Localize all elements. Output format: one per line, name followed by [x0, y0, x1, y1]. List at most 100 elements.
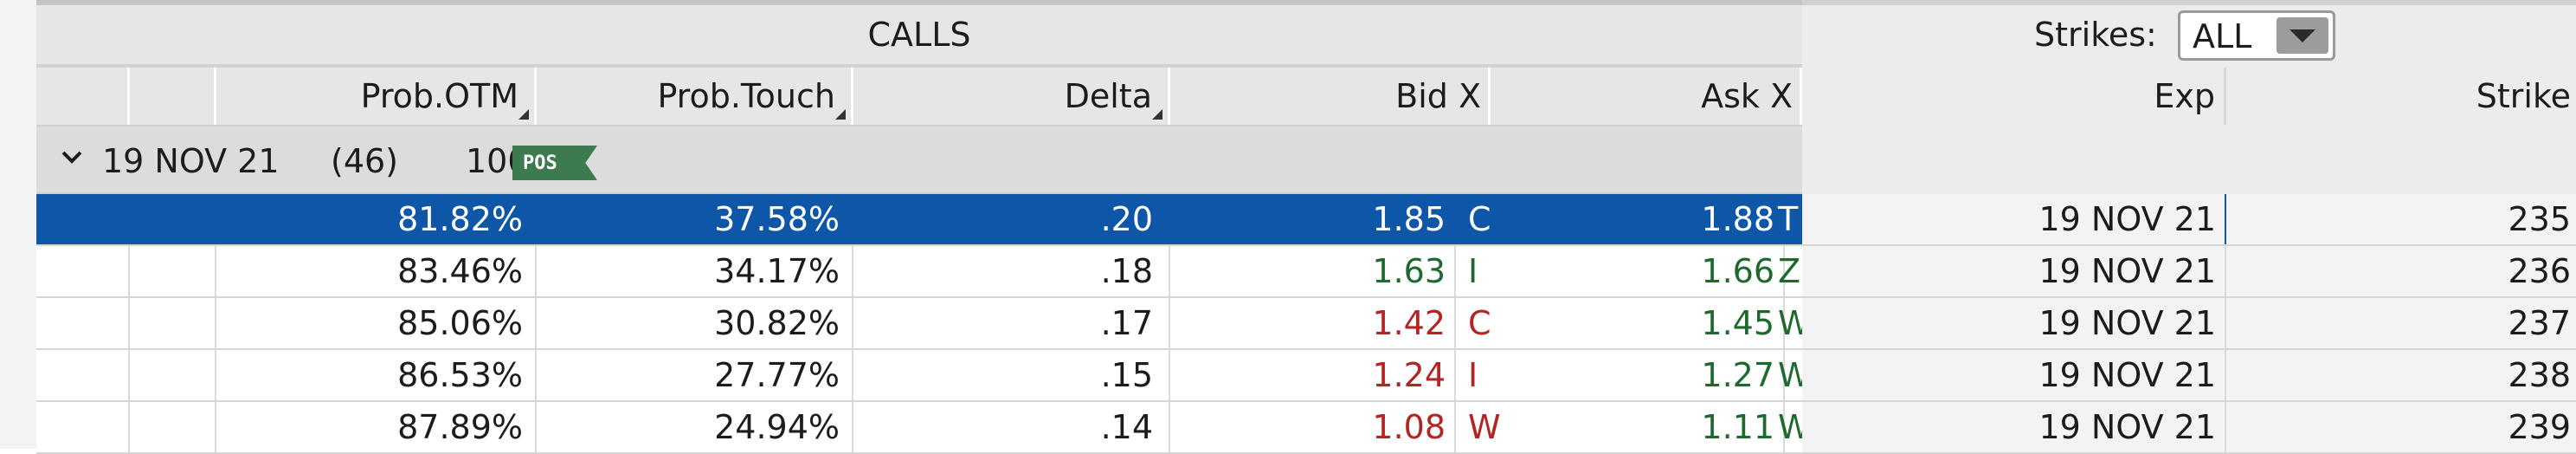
cell-bid-exchange: I — [1468, 356, 1478, 394]
cell-bid[interactable]: 1.85 — [1170, 194, 1456, 244]
column-header-exp[interactable]: Exp — [1802, 68, 2226, 125]
cell-blank — [36, 350, 130, 400]
strike-cells: 19 NOV 21 236 — [1802, 246, 2576, 296]
column-header-prob-otm[interactable]: Prob.OTM — [216, 68, 537, 125]
cell-bid-exchange: C — [1468, 200, 1491, 238]
cell-strike: 239 — [2508, 408, 2571, 446]
strikes-dropdown[interactable]: ALL — [2178, 10, 2335, 61]
cell-bid-exchange: I — [1468, 252, 1478, 290]
column-header-blank-1 — [36, 68, 130, 125]
table-row[interactable]: 85.06% 30.82% .17 1.42 C 1.45 W 19 NOV 2… — [36, 298, 2576, 350]
cell-exp: 19 NOV 21 — [1802, 246, 2226, 296]
top-rule — [36, 0, 1802, 5]
cell-ask[interactable]: 1.66 — [1491, 246, 1785, 296]
prob-otm-label: Prob.OTM — [360, 77, 518, 115]
column-header-bid[interactable]: Bid X — [1170, 68, 1491, 125]
cell-blank — [130, 194, 216, 244]
cell-prob-otm: 83.46% — [216, 246, 537, 296]
cell-exp: 19 NOV 21 — [1802, 350, 2226, 400]
strike-label: Strike — [2476, 77, 2571, 115]
strike-cells: 19 NOV 21 235 — [1802, 194, 2576, 244]
expiration-group-row[interactable]: 19 NOV 21 (46) 100 POS — [36, 125, 1802, 194]
cell-prob-otm: 87.89% — [216, 402, 537, 452]
sort-indicator-icon — [518, 109, 529, 120]
cell-delta: .20 — [853, 194, 1170, 244]
delta-label: Delta — [1064, 77, 1152, 115]
strike-cells: 19 NOV 21 239 — [1802, 402, 2576, 452]
cell-prob-touch: 34.17% — [537, 246, 853, 296]
column-header-ask[interactable]: Ask X — [1491, 68, 1802, 125]
calls-cells: 83.46% 34.17% .18 1.63 I 1.66 Z — [36, 246, 1802, 296]
cell-bid[interactable]: 1.42 — [1170, 298, 1456, 348]
cell-strike: 236 — [2508, 252, 2571, 290]
position-badge: POS — [512, 146, 597, 180]
cell-ask[interactable]: 1.45 — [1491, 298, 1785, 348]
cell-blank — [130, 298, 216, 348]
cell-prob-touch: 30.82% — [537, 298, 853, 348]
column-header-prob-touch[interactable]: Prob.Touch — [537, 68, 853, 125]
cell-ask-exchange: W — [1778, 408, 1811, 446]
cell-ask[interactable]: 1.27 — [1491, 350, 1785, 400]
cell-blank — [130, 350, 216, 400]
chevron-down-icon[interactable] — [2277, 17, 2328, 54]
cell-delta: .18 — [853, 246, 1170, 296]
cell-strike: 235 — [2508, 200, 2571, 238]
cell-prob-otm: 85.06% — [216, 298, 537, 348]
cell-prob-otm: 81.82% — [216, 194, 537, 244]
group-date: 19 NOV 21 — [102, 142, 280, 180]
ask-label: Ask X — [1701, 77, 1793, 115]
cell-ask-exchange: Z — [1778, 252, 1801, 290]
cell-exp: 19 NOV 21 — [1802, 402, 2226, 452]
cell-blank — [36, 194, 130, 244]
table-row[interactable]: 83.46% 34.17% .18 1.63 I 1.66 Z 19 NOV 2… — [36, 246, 2576, 298]
cell-ask[interactable]: 1.88 — [1491, 194, 1785, 244]
cell-exp: 19 NOV 21 — [1802, 194, 2226, 244]
column-header-delta[interactable]: Delta — [853, 68, 1170, 125]
cell-exp: 19 NOV 21 — [1802, 298, 2226, 348]
table-row[interactable]: 81.82% 37.58% .20 1.85 C 1.88 T 19 NOV 2… — [36, 194, 2576, 246]
cell-delta: .15 — [853, 350, 1170, 400]
cell-bid-exchange: W — [1468, 408, 1501, 446]
calls-label: CALLS — [867, 16, 971, 54]
cell-blank — [36, 298, 130, 348]
cell-prob-touch: 27.77% — [537, 350, 853, 400]
cell-strike: 237 — [2508, 304, 2571, 342]
calls-cells: 87.89% 24.94% .14 1.08 W 1.11 W — [36, 402, 1811, 452]
cell-blank — [130, 246, 216, 296]
cell-blank — [130, 402, 216, 452]
cell-ask-exchange: W — [1778, 304, 1811, 342]
cell-delta: .14 — [853, 402, 1170, 452]
chevron-down-icon[interactable] — [59, 144, 85, 170]
cell-prob-otm: 86.53% — [216, 350, 537, 400]
exp-label: Exp — [2154, 77, 2215, 115]
strike-cells: 19 NOV 21 238 — [1802, 350, 2576, 400]
bid-label: Bid X — [1395, 77, 1481, 115]
table-row[interactable]: 87.89% 24.94% .14 1.08 W 1.11 W 19 NOV 2… — [36, 402, 2576, 454]
calls-cells: 81.82% 37.58% .20 1.85 C 1.88 T — [36, 194, 1802, 244]
cell-prob-touch: 24.94% — [537, 402, 853, 452]
group-count: (46) — [331, 142, 399, 180]
cell-strike: 238 — [2508, 356, 2571, 394]
cell-delta: .17 — [853, 298, 1170, 348]
calls-header: CALLS — [36, 5, 1802, 68]
cell-blank — [36, 246, 130, 296]
cell-bid-exchange: C — [1468, 304, 1491, 342]
left-gutter — [0, 0, 36, 449]
prob-touch-label: Prob.Touch — [657, 77, 835, 115]
table-row[interactable]: 86.53% 27.77% .15 1.24 I 1.27 W 19 NOV 2… — [36, 350, 2576, 402]
strikes-label: Strikes: — [2034, 16, 2157, 54]
calls-cells: 85.06% 30.82% .17 1.42 C 1.45 W — [36, 298, 1811, 348]
column-header-strike[interactable]: Strike — [2226, 68, 2576, 125]
column-header-blank-2 — [130, 68, 216, 125]
cell-bid[interactable]: 1.24 — [1170, 350, 1456, 400]
strike-cells: 19 NOV 21 237 — [1802, 298, 2576, 348]
cell-ask-exchange: T — [1778, 200, 1799, 238]
cell-bid[interactable]: 1.63 — [1170, 246, 1456, 296]
sort-indicator-icon — [835, 109, 846, 120]
group-row-right-area — [1802, 125, 2576, 194]
cell-prob-touch: 37.58% — [537, 194, 853, 244]
strikes-value: ALL — [2193, 17, 2252, 55]
cell-ask[interactable]: 1.11 — [1491, 402, 1785, 452]
cell-bid[interactable]: 1.08 — [1170, 402, 1456, 452]
column-header-row: Prob.OTM Prob.Touch Delta Bid X Ask X Ex… — [36, 68, 2576, 125]
